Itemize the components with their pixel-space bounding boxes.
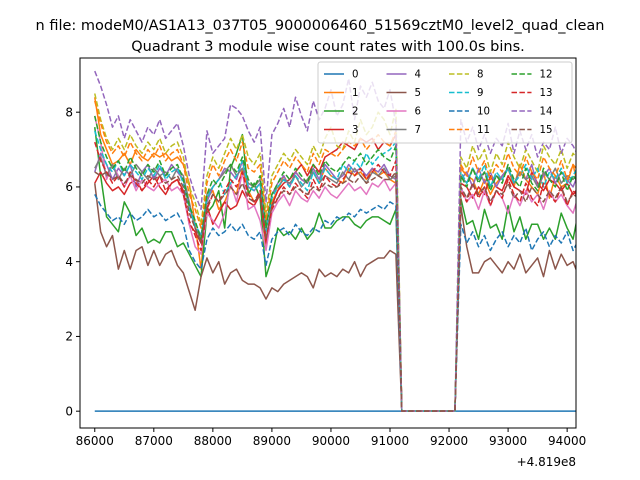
chart-title: Quadrant 3 module wise count rates with … — [131, 39, 525, 55]
axes-frame — [79, 57, 577, 429]
x-tick-label: 89000 — [253, 434, 291, 448]
legend-label-4: 4 — [415, 70, 421, 81]
x-tick-label: 91000 — [371, 434, 409, 448]
x-tick-label: 87000 — [135, 434, 173, 448]
legend-label-0: 0 — [352, 70, 358, 81]
x-offset-text: +4.819e8 — [517, 455, 576, 469]
x-tick-label: 92000 — [430, 434, 468, 448]
x-tick-label: 93000 — [489, 434, 527, 448]
series-line-10 — [94, 194, 576, 412]
series-line-13 — [94, 141, 576, 412]
series-lines — [94, 70, 576, 412]
y-tick-label: 6 — [65, 180, 73, 194]
series-line-3 — [94, 133, 576, 412]
x-axis: 86000 87000 88000 89000 90000 91000 92000 93000… — [76, 428, 586, 448]
legend-label-9: 9 — [477, 88, 483, 99]
legend-label-8: 8 — [477, 70, 483, 81]
y-tick-label: 2 — [65, 330, 73, 344]
x-tick-label: 90000 — [312, 434, 350, 448]
legend-label-15: 15 — [540, 125, 553, 136]
series-line-9 — [94, 130, 576, 412]
x-tick-label: 88000 — [194, 434, 232, 448]
legend-label-6: 6 — [415, 107, 421, 118]
figure-suptitle: n file: modeM0/AS1A13_037T05_9000006460_… — [36, 18, 605, 34]
y-tick-label: 0 — [65, 404, 73, 418]
legend-frame — [317, 61, 573, 144]
series-line-11 — [94, 100, 576, 412]
legend-label-7: 7 — [415, 125, 421, 136]
legend-label-12: 12 — [540, 70, 553, 81]
x-tick-label: 86000 — [76, 434, 114, 448]
series-line-2 — [94, 127, 576, 412]
legend-label-11: 11 — [477, 125, 490, 136]
y-tick-label: 8 — [65, 105, 73, 119]
y-axis: 0 2 4 6 8 — [65, 105, 80, 418]
series-line-12 — [94, 115, 576, 412]
x-tick-label: 94000 — [548, 434, 586, 448]
y-tick-label: 4 — [65, 255, 73, 269]
legend-label-2: 2 — [352, 107, 358, 118]
plot-area — [94, 70, 576, 412]
legend-label-14: 14 — [540, 107, 553, 118]
legend-label-10: 10 — [477, 107, 490, 118]
series-line-6 — [94, 115, 576, 412]
legend-label-3: 3 — [352, 125, 358, 136]
series-line-5 — [94, 183, 576, 412]
series-line-15 — [94, 171, 576, 412]
legend-label-1: 1 — [352, 88, 358, 99]
legend-label-5: 5 — [415, 88, 421, 99]
legend-label-13: 13 — [540, 88, 553, 99]
